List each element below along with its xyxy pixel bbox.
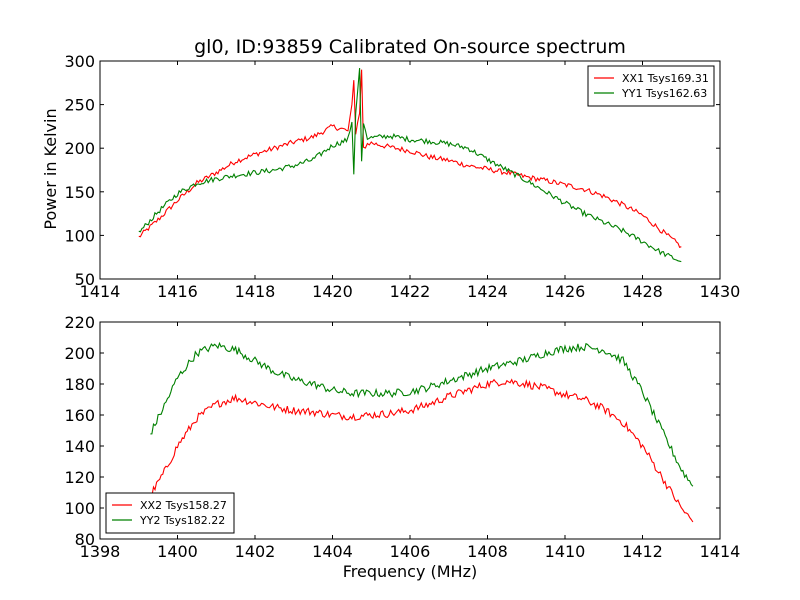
top-chart-plot: 1414 1416 1418 1420 1422 1424 1426 1428 1430 50 10… — [64, 52, 740, 301]
top-x-tick-label: 1430 — [700, 282, 741, 301]
bottom-chart-xlabel: Frequency (MHz) — [343, 562, 477, 581]
bottom-legend-box — [105, 492, 235, 534]
bottom-series-line-2 — [150, 341, 694, 487]
bottom-x-tick-label: 1402 — [235, 542, 276, 561]
bottom-legend: XX2 Tsys158.27 YY2 Tsys182.22 — [105, 492, 235, 534]
bottom-y-tick-label: 220 — [64, 313, 95, 332]
bottom-x-tick-label: 1406 — [390, 542, 431, 561]
top-x-tick-label: 1422 — [390, 282, 431, 301]
top-series-line-2 — [138, 67, 682, 263]
top-series-line-1 — [138, 69, 682, 248]
top-x-tick-label: 1418 — [235, 282, 276, 301]
top-chart-ylabel: Power in Kelvin — [41, 108, 60, 229]
top-x-tick-label: 1424 — [467, 282, 508, 301]
top-x-tick-label: 1414 — [80, 282, 121, 301]
top-y-tick-label: 50 — [75, 270, 95, 289]
bottom-x-tick-label: 1398 — [80, 542, 121, 561]
top-x-tick-label: 1416 — [157, 282, 198, 301]
top-x-tick-label: 1428 — [622, 282, 663, 301]
top-y-tick-label: 300 — [64, 52, 95, 71]
bottom-y-tick-label: 120 — [64, 468, 95, 487]
top-x-tick-label: 1426 — [545, 282, 586, 301]
bottom-y-tick-label: 140 — [64, 437, 95, 456]
bottom-y-tick-label: 80 — [75, 530, 95, 549]
top-x-tick-label: 1420 — [312, 282, 353, 301]
bottom-legend-label-2: YY2 Tsys182.22 — [139, 514, 225, 527]
bottom-x-tick-label: 1414 — [700, 542, 741, 561]
bottom-y-tick-label: 160 — [64, 406, 95, 425]
top-chart-title: gl0, ID:93859 Calibrated On-source spect… — [194, 36, 626, 58]
bottom-x-tick-label: 1404 — [312, 542, 353, 561]
top-legend: XX1 Tsys169.31 YY1 Tsys162.63 — [587, 65, 715, 107]
bottom-legend-label-1: XX2 Tsys158.27 — [140, 499, 227, 512]
bottom-chart-plot: 1398 1400 1402 1404 1406 1408 1410 1412 1414 80 10… — [64, 313, 740, 561]
top-y-tick-label: 100 — [64, 226, 95, 245]
bottom-x-tick-label: 1410 — [545, 542, 586, 561]
bottom-y-tick-label: 100 — [64, 499, 95, 518]
top-y-tick-label: 150 — [64, 183, 95, 202]
bottom-y-tick-label: 200 — [64, 344, 95, 363]
bottom-y-tick-label: 180 — [64, 375, 95, 394]
top-legend-box — [587, 65, 715, 107]
top-y-tick-label: 250 — [64, 96, 95, 115]
top-legend-label-1: XX1 Tsys169.31 — [622, 72, 709, 85]
bottom-series-line-1 — [149, 378, 694, 523]
top-legend-label-2: YY1 Tsys162.63 — [621, 87, 707, 100]
top-y-tick-label: 200 — [64, 139, 95, 158]
bottom-x-tick-label: 1408 — [467, 542, 508, 561]
bottom-x-tick-label: 1412 — [622, 542, 663, 561]
bottom-x-tick-label: 1400 — [157, 542, 198, 561]
